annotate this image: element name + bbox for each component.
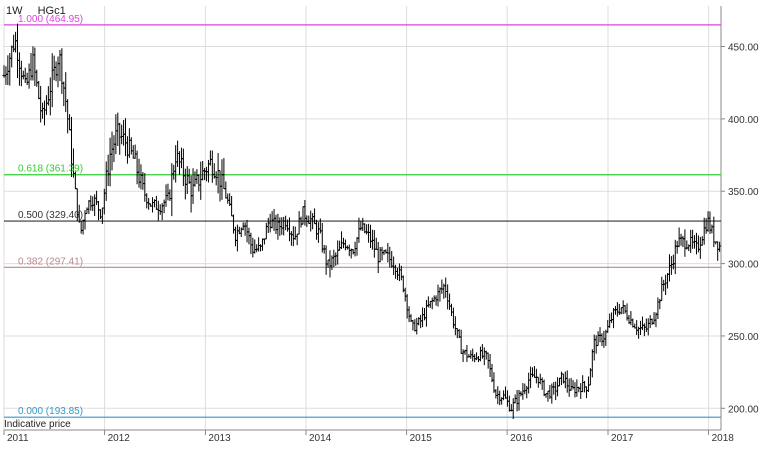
price-bars [2, 23, 722, 420]
fib-level-label: 0.500 (329.40) [18, 210, 83, 221]
fib-level-label: 0.618 (361.39) [18, 164, 83, 175]
symbol-label: HGc1 [37, 5, 66, 17]
x-tick-label: 2013 [208, 433, 231, 444]
interval-label: 1W [6, 5, 23, 17]
x-tick-label: 2016 [510, 433, 533, 444]
x-tick-label: 2012 [108, 433, 131, 444]
y-tick-label: 350.00 [728, 187, 759, 198]
x-tick-label: 2017 [611, 433, 634, 444]
x-tick-label: 2011 [7, 433, 29, 444]
chart-header: 1W HGc1 [6, 5, 78, 17]
x-tick-label: 2014 [309, 433, 332, 444]
axis-layer [3, 6, 725, 435]
y-tick-label: 450.00 [728, 43, 759, 54]
labels-layer: 200.00 250.00 300.00 350.00 400.00 450.00 2011… [7, 14, 759, 444]
y-tick-label: 400.00 [728, 115, 759, 126]
fib-level-label: 0.382 (297.41) [18, 256, 83, 267]
y-tick-label: 300.00 [728, 260, 759, 271]
x-tick-label: 2015 [410, 433, 433, 444]
fib-level-label: 1.000 (464.95) [18, 14, 83, 25]
indicative-price-note: Indicative price [4, 419, 71, 430]
y-tick-label: 200.00 [728, 404, 759, 415]
fib-level-label: 0.000 (193.85) [18, 406, 83, 417]
y-tick-label: 250.00 [728, 332, 759, 343]
x-tick-label: 2018 [712, 433, 735, 444]
